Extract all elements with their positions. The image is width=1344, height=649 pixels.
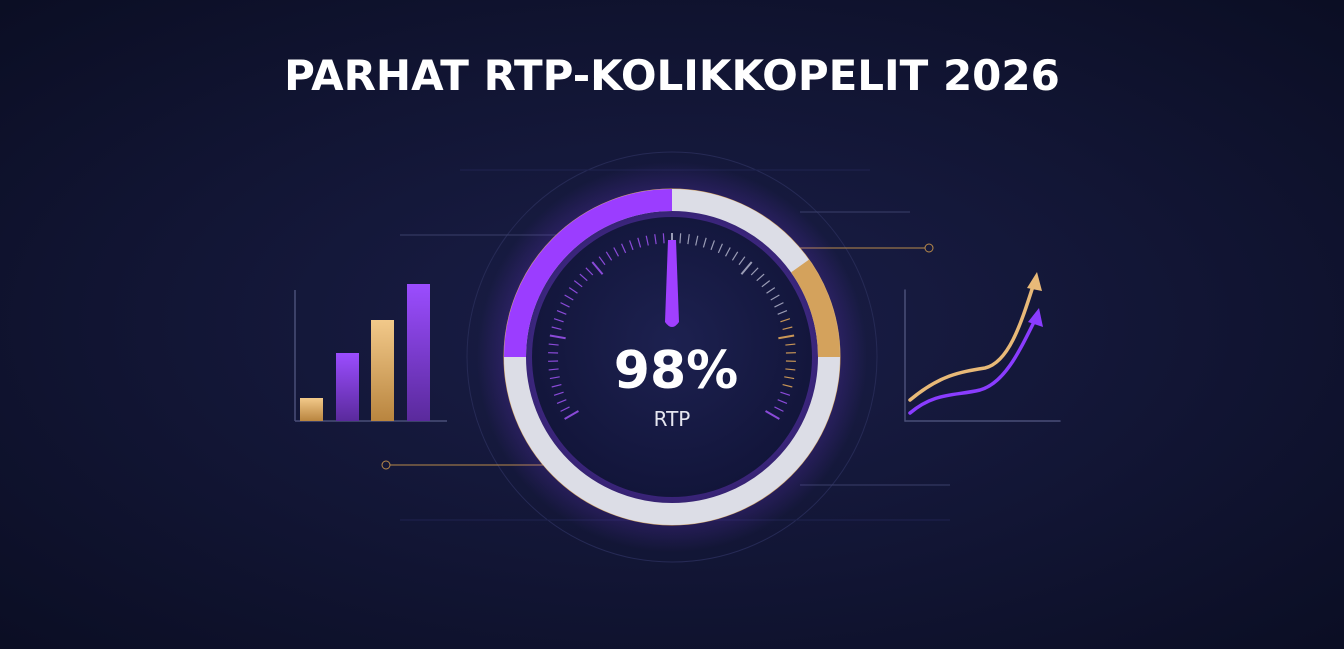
bar-illustration bbox=[294, 284, 447, 422]
gauge-tick bbox=[695, 235, 699, 246]
gauge-tick bbox=[551, 326, 562, 331]
gauge-tick bbox=[774, 406, 784, 412]
gauge-tick bbox=[687, 234, 690, 245]
gauge-tick bbox=[556, 309, 567, 315]
gauge-tick bbox=[645, 235, 649, 246]
gauge-tick bbox=[573, 280, 583, 288]
gauge-tick bbox=[605, 251, 613, 261]
gauge-tick bbox=[731, 251, 739, 261]
gauge-tick bbox=[777, 399, 788, 405]
gauge-tick bbox=[585, 267, 594, 276]
gauge-tick bbox=[548, 343, 559, 346]
gauge-tick bbox=[662, 233, 665, 244]
gauge-tick bbox=[766, 287, 776, 294]
gauge-value: 98% bbox=[614, 341, 738, 401]
gauge-tick bbox=[710, 240, 715, 251]
gauge-tick bbox=[629, 240, 634, 251]
gauge-tick bbox=[679, 233, 682, 244]
gauge-label: RTP bbox=[654, 407, 691, 431]
trend-illustration bbox=[904, 272, 1061, 422]
gauge-tick bbox=[784, 376, 795, 380]
gauge-tick bbox=[785, 343, 796, 346]
gauge-tick bbox=[591, 261, 604, 275]
gauge-tick bbox=[756, 273, 765, 282]
gauge-tick bbox=[782, 383, 793, 388]
title: PARHAT RTP-KOLIKKOPELIT 2026 bbox=[284, 51, 1060, 100]
gauge-tick bbox=[553, 318, 564, 323]
gauge-tick bbox=[738, 256, 746, 266]
gauge-tick bbox=[780, 391, 791, 396]
gauge-tick bbox=[750, 267, 759, 276]
gauge-tick bbox=[548, 368, 559, 371]
gauge-tick bbox=[564, 410, 579, 420]
gauge-tick bbox=[553, 391, 564, 396]
gauge-tick bbox=[564, 294, 574, 301]
gauge-tick bbox=[778, 334, 795, 340]
gauge-tick bbox=[774, 302, 784, 308]
gauge-tick bbox=[549, 376, 560, 380]
gauge-tick bbox=[556, 399, 567, 405]
gauge-tick bbox=[560, 406, 570, 412]
gauge-tick bbox=[621, 243, 627, 254]
gauge-tick bbox=[777, 309, 788, 315]
gauge-tick bbox=[740, 261, 753, 275]
gauge-tick bbox=[702, 237, 707, 248]
gauge-tick bbox=[579, 273, 588, 282]
gauge-tick bbox=[654, 234, 657, 245]
gauge-tick bbox=[551, 383, 562, 388]
gauge-tick bbox=[549, 334, 566, 340]
gauge-tick bbox=[782, 326, 793, 331]
gauge-tick bbox=[598, 256, 606, 266]
gauge-tick bbox=[765, 410, 780, 420]
gauge-tick bbox=[637, 237, 642, 248]
gauge-tick bbox=[785, 368, 796, 371]
gauge bbox=[477, 162, 867, 552]
gauge-tick bbox=[761, 280, 771, 288]
gauge-tick bbox=[568, 287, 578, 294]
gauge-tick bbox=[560, 302, 570, 308]
gauge-tick bbox=[613, 247, 620, 257]
gauge-tick bbox=[717, 243, 723, 254]
gauge-tick bbox=[770, 294, 780, 301]
gauge-tick bbox=[780, 318, 791, 323]
gauge-tick bbox=[724, 247, 731, 257]
